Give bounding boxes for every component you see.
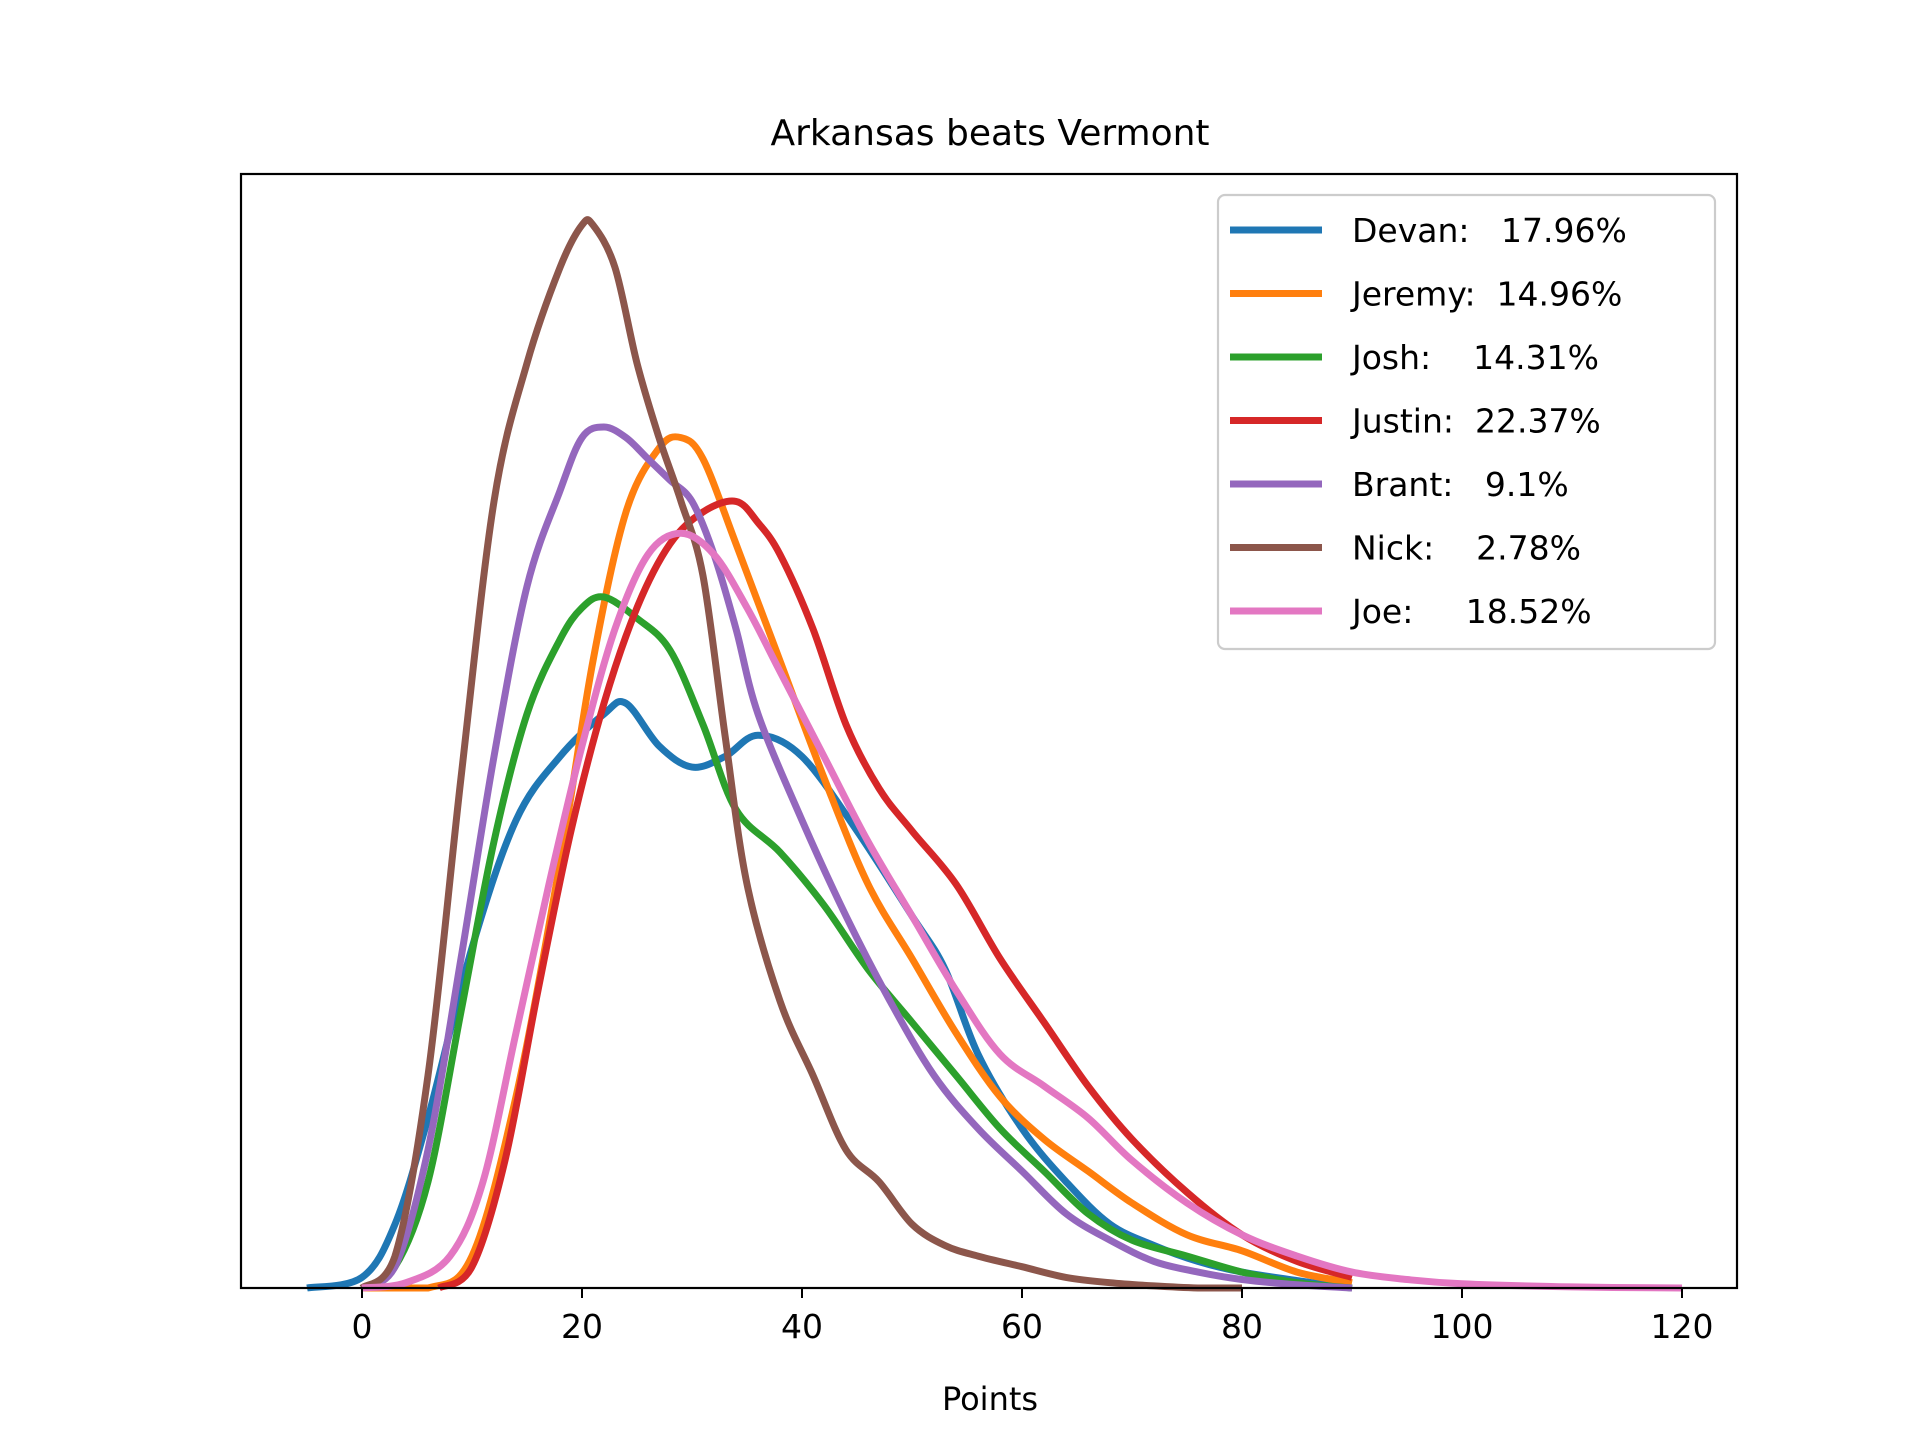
series-line-justin [437,497,1353,1292]
legend-label-josh: Josh: 14.31% [1350,338,1599,377]
chart-title: Arkansas beats Vermont [770,113,1209,154]
series-layer [306,216,1683,1292]
series-line-joe [361,529,1683,1292]
legend-label-brant: Brant: 9.1% [1352,465,1569,504]
series-line-brant [360,423,1353,1292]
x-tick-label: 100 [1431,1307,1494,1346]
x-tick-label: 60 [1001,1307,1043,1346]
series-line-nick [359,216,1242,1292]
x-tick-label: 40 [781,1307,823,1346]
legend-label-justin: Justin: 22.37% [1350,402,1601,441]
legend: Devan: 17.96% Jeremy: 14.96% Josh: 14.31% J… [1216,193,1717,651]
x-axis-label: Points [942,1380,1038,1418]
plot-frame [239,172,1739,1290]
legend-label-jeremy: Jeremy: 14.96% [1350,275,1622,314]
legend-box [1216,193,1717,651]
x-tick-label: 20 [561,1307,603,1346]
legend-label-nick: Nick: 2.78% [1352,529,1581,568]
x-tick-label: 80 [1221,1307,1263,1346]
series-line-josh [360,593,1353,1292]
legend-label-devan: Devan: 17.96% [1352,211,1627,250]
x-tick-label: 120 [1651,1307,1714,1346]
x-axis: 0 20 40 60 80 100 120 [352,1288,1714,1346]
x-tick-label: 0 [352,1307,373,1346]
legend-label-joe: Joe: 18.52% [1350,592,1592,631]
